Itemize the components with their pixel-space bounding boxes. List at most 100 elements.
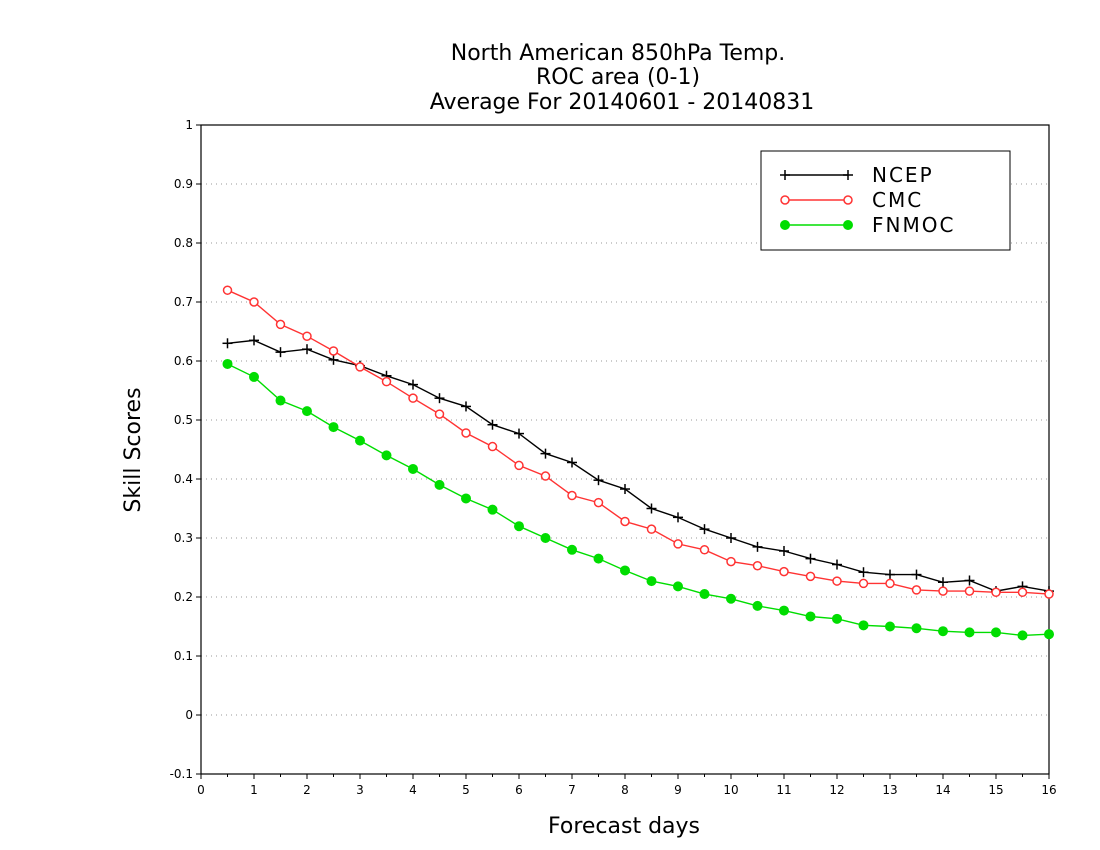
legend-label-cmc: CMC [872,188,923,212]
data-point-ncep [222,338,233,349]
data-point-fnmoc [328,422,339,433]
data-point-ncep [938,577,948,588]
data-point-fnmoc [302,406,312,417]
data-point-fnmoc [514,521,524,532]
chart-title-line-1: North American 850hPa Temp. [451,41,786,66]
y-tick-label: 0.7 [174,295,193,309]
data-point-cmc [805,571,816,582]
data-point-ncep [832,559,842,570]
data-point-ncep [567,457,577,468]
data-point-cmc [1044,589,1054,599]
data-point-fnmoc [567,544,577,555]
y-tick-label: 0.8 [174,236,193,250]
chart-title-line-3: Average For 20140601 - 20140831 [430,90,815,115]
y-tick-label: 0 [185,708,193,722]
y-tick-label: 0.9 [174,177,193,191]
series-line-ncep [227,339,1050,592]
y-tick-label: 0.6 [174,354,193,368]
legend-item-cmc: CMC [780,188,923,212]
data-point-ncep [593,475,604,486]
data-point-cmc [593,497,604,508]
y-tick-label: 0.1 [174,649,193,663]
data-point-fnmoc [355,435,365,446]
data-point-fnmoc [964,627,975,638]
data-point-ncep [540,448,551,459]
grid-lines [201,183,1049,716]
data-point-ncep [726,533,736,543]
x-tick-label: 10 [723,783,738,797]
x-tick-label: 6 [515,783,523,797]
data-point-cmc [1017,587,1028,598]
data-point-cmc [726,556,736,567]
data-point-cmc [964,586,975,596]
data-point-ncep [302,344,312,355]
data-point-cmc [328,346,339,356]
legend-marker-fnmoc-end [843,220,853,230]
x-tick-label: 11 [776,783,791,797]
data-point-ncep [328,354,339,365]
x-tick-label: 4 [409,783,417,797]
data-point-cmc [885,578,895,589]
x-tick-label: 12 [829,783,844,797]
legend-label-ncep: NCEP [872,163,934,187]
series-cmc [222,285,1054,599]
data-point-fnmoc [646,576,657,587]
data-point-cmc [911,585,922,595]
data-point-fnmoc [408,463,418,474]
data-point-fnmoc [1044,629,1054,640]
data-point-ncep [646,503,657,514]
chart-title-line-2: ROC area (0-1) [536,65,700,90]
data-point-ncep [620,484,630,495]
data-point-fnmoc [726,593,736,604]
data-point-fnmoc [779,605,789,616]
data-point-cmc [302,331,312,341]
data-point-fnmoc [911,623,922,634]
x-tick-label: 9 [674,783,682,797]
x-axis-ticks: 0 1 2 3 4 5 6 7 8 9 10 11 12 13 14 15 16 [197,774,1057,797]
y-tick-label: 1 [185,118,193,132]
data-point-fnmoc [805,611,816,622]
x-tick-label: 5 [462,783,470,797]
legend-marker-cmc-start [780,195,790,205]
data-point-fnmoc [275,395,286,406]
data-point-cmc [540,471,551,481]
x-tick-label: 8 [621,783,629,797]
data-point-fnmoc [938,626,948,637]
chart-title: North American 850hPa Temp. ROC area (0-… [430,41,815,115]
data-point-cmc [620,516,630,527]
data-point-fnmoc [540,533,551,543]
data-point-ncep [434,393,445,404]
data-point-ncep [752,541,763,552]
data-point-cmc [938,586,948,596]
y-tick-label: 0.3 [174,531,193,545]
series-line-cmc [227,289,1050,595]
data-point-fnmoc [1017,630,1028,641]
data-point-fnmoc [461,493,471,504]
series-line-fnmoc [227,363,1050,637]
data-point-cmc [832,576,842,586]
x-tick-label: 2 [303,783,311,797]
y-tick-label: 0.2 [174,590,193,604]
x-tick-label: 7 [568,783,576,797]
data-point-ncep [514,428,524,439]
series-layer [222,285,1054,641]
data-point-ncep [885,569,895,580]
legend-marker-ncep-end [843,170,853,180]
x-tick-label: 16 [1041,783,1056,797]
y-axis-label: Skill Scores [121,387,146,512]
data-point-cmc [646,524,657,534]
data-point-cmc [434,409,445,419]
data-point-cmc [673,539,683,549]
legend-marker-ncep-start [780,170,790,180]
data-point-ncep [275,347,286,358]
series-ncep [222,335,1054,597]
x-tick-label: 15 [988,783,1003,797]
data-point-fnmoc [991,627,1001,638]
data-point-fnmoc [381,450,392,461]
x-axis-label: Forecast days [548,814,700,839]
data-point-ncep [461,401,471,412]
data-point-fnmoc [222,358,233,369]
data-point-cmc [355,362,365,372]
